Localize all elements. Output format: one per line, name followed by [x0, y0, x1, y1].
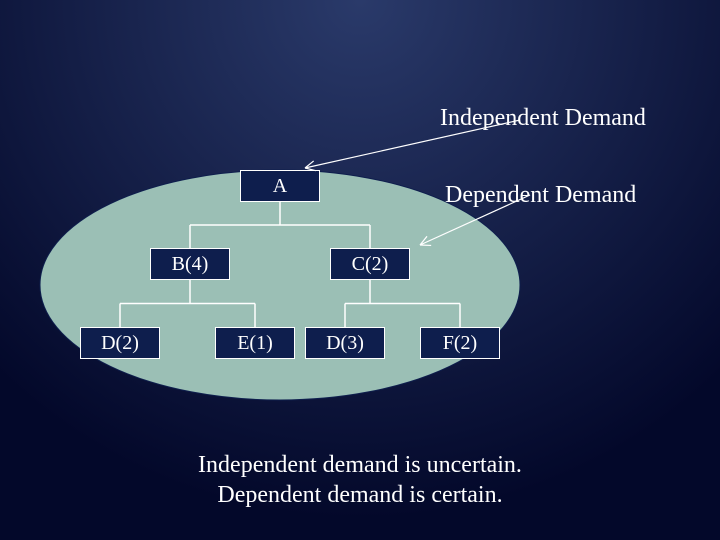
- independent-demand-label: Independent Demand: [440, 105, 646, 132]
- node-f2: F(2): [420, 327, 500, 359]
- footer-line-1: Independent demand is uncertain.: [0, 450, 720, 480]
- footer-text: Independent demand is uncertain. Depende…: [0, 450, 720, 510]
- node-b4: B(4): [150, 248, 230, 280]
- node-a: A: [240, 170, 320, 202]
- node-d3: D(3): [305, 327, 385, 359]
- dependent-demand-label: Dependent Demand: [445, 182, 636, 209]
- node-d2: D(2): [80, 327, 160, 359]
- footer-line-2: Dependent demand is certain.: [0, 480, 720, 510]
- node-c2: C(2): [330, 248, 410, 280]
- slide: A B(4) C(2) D(2) E(1) D(3) F(2) Independent De…: [0, 0, 720, 540]
- node-e1: E(1): [215, 327, 295, 359]
